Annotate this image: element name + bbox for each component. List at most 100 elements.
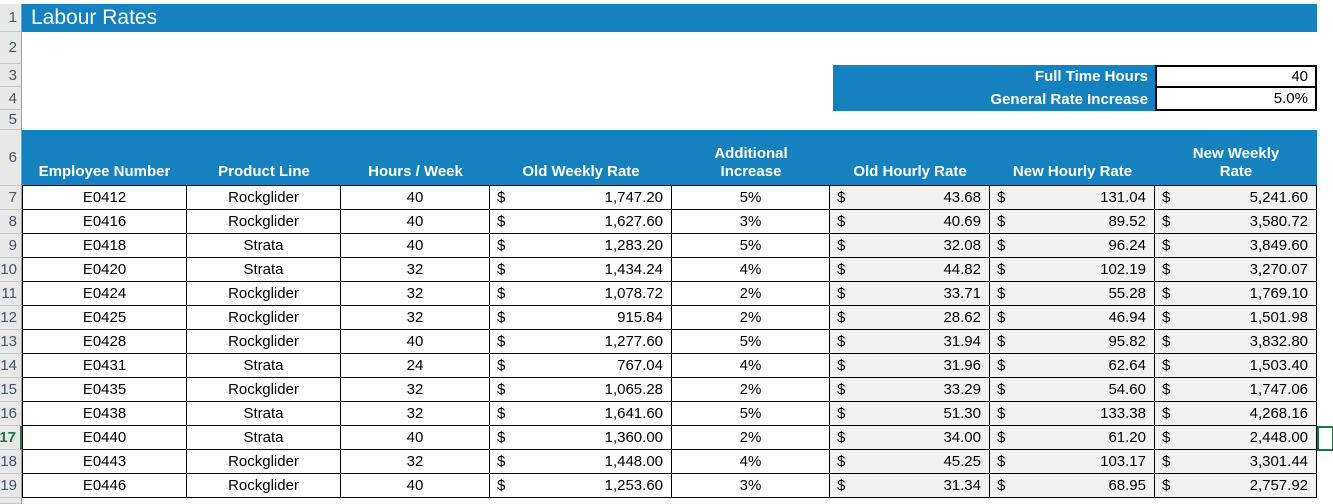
cell-old-weekly-rate[interactable]: $1,253.60 (490, 474, 672, 498)
cell-additional-increase[interactable]: 4% (672, 450, 830, 474)
cell-product-line[interactable]: Strata (187, 426, 341, 450)
row-header-16[interactable]: 16 (0, 402, 22, 426)
cell-old-hourly-rate[interactable]: $51.30 (830, 402, 990, 426)
cell-product-line[interactable]: Strata (187, 402, 341, 426)
cell-employee-number[interactable]: E0418 (22, 234, 187, 258)
cell-old-hourly-rate[interactable]: $32.08 (830, 234, 990, 258)
cell-employee-number[interactable]: E0435 (22, 378, 187, 402)
cell-product-line[interactable]: Strata (187, 258, 341, 282)
cell-old-weekly-rate[interactable]: $767.04 (490, 354, 672, 378)
cell-hours-per-week[interactable]: 40 (341, 234, 490, 258)
row-header-3[interactable]: 3 (0, 64, 22, 87)
row-header-19[interactable]: 19 (0, 474, 22, 498)
cell-old-hourly-rate[interactable]: $44.82 (830, 258, 990, 282)
cell-employee-number[interactable]: E0443 (22, 450, 187, 474)
row-header-7[interactable]: 7 (0, 186, 22, 210)
cell-employee-number[interactable]: E0446 (22, 474, 187, 498)
cell-hours-per-week[interactable]: 40 (341, 426, 490, 450)
cell-product-line[interactable]: Rockglider (187, 450, 341, 474)
cell-new-hourly-rate[interactable]: $62.64 (990, 354, 1155, 378)
cell-additional-increase[interactable]: 4% (672, 354, 830, 378)
cell-additional-increase[interactable]: 5% (672, 330, 830, 354)
cell-old-weekly-rate[interactable]: $1,641.60 (490, 402, 672, 426)
column-header-old-hourly-rate[interactable]: Old Hourly Rate (853, 163, 967, 181)
cell-new-hourly-rate[interactable]: $89.52 (990, 210, 1155, 234)
cell-product-line[interactable]: Strata (187, 354, 341, 378)
cell-additional-increase[interactable]: 2% (672, 378, 830, 402)
cell-employee-number[interactable]: E0420 (22, 258, 187, 282)
cell-old-hourly-rate[interactable]: $45.25 (830, 450, 990, 474)
cell-hours-per-week[interactable]: 32 (341, 306, 490, 330)
cell-hours-per-week[interactable]: 40 (341, 474, 490, 498)
cell-additional-increase[interactable]: 3% (672, 474, 830, 498)
column-header-new-hourly-rate[interactable]: New Hourly Rate (1012, 163, 1133, 181)
cell-product-line[interactable]: Rockglider (187, 282, 341, 306)
general-rate-increase-value[interactable]: 5.0% (1155, 88, 1317, 111)
cell-additional-increase[interactable]: 3% (672, 210, 830, 234)
cell-old-hourly-rate[interactable]: $31.34 (830, 474, 990, 498)
cell-hours-per-week[interactable]: 32 (341, 378, 490, 402)
cell-additional-increase[interactable]: 5% (672, 234, 830, 258)
cell-additional-increase[interactable]: 4% (672, 258, 830, 282)
cell-hours-per-week[interactable]: 32 (341, 402, 490, 426)
column-header-new-weekly-rate[interactable]: New Weekly Rate (1192, 144, 1280, 181)
cell-new-hourly-rate[interactable]: $102.19 (990, 258, 1155, 282)
cell-old-weekly-rate[interactable]: $1,283.20 (490, 234, 672, 258)
cell-old-weekly-rate[interactable]: $1,065.28 (490, 378, 672, 402)
row-header-9[interactable]: 9 (0, 234, 22, 258)
cell-new-weekly-rate[interactable]: $3,580.72 (1155, 210, 1317, 234)
cell-old-hourly-rate[interactable]: $43.68 (830, 186, 990, 210)
cell-old-weekly-rate[interactable]: $1,078.72 (490, 282, 672, 306)
cell-old-weekly-rate[interactable]: $1,448.00 (490, 450, 672, 474)
row-header-4[interactable]: 4 (0, 87, 22, 110)
cell-product-line[interactable]: Rockglider (187, 186, 341, 210)
cell-new-weekly-rate[interactable]: $4,268.16 (1155, 402, 1317, 426)
column-header-old-weekly-rate[interactable]: Old Weekly Rate (522, 163, 640, 181)
cell-new-hourly-rate[interactable]: $96.24 (990, 234, 1155, 258)
cell-new-weekly-rate[interactable]: $1,503.40 (1155, 354, 1317, 378)
cell-new-hourly-rate[interactable]: $61.20 (990, 426, 1155, 450)
cell-old-hourly-rate[interactable]: $40.69 (830, 210, 990, 234)
cell-new-weekly-rate[interactable]: $2,448.00 (1155, 426, 1317, 450)
row-header-10[interactable]: 10 (0, 258, 22, 282)
active-cell-outline[interactable] (1317, 426, 1333, 451)
row-header-14[interactable]: 14 (0, 354, 22, 378)
row-header-8[interactable]: 8 (0, 210, 22, 234)
cell-employee-number[interactable]: E0431 (22, 354, 187, 378)
cell-new-hourly-rate[interactable]: $54.60 (990, 378, 1155, 402)
row-header-11[interactable]: 11 (0, 282, 22, 306)
cell-employee-number[interactable]: E0416 (22, 210, 187, 234)
cell-old-hourly-rate[interactable]: $28.62 (830, 306, 990, 330)
cell-additional-increase[interactable]: 2% (672, 306, 830, 330)
cell-new-weekly-rate[interactable]: $3,301.44 (1155, 450, 1317, 474)
cell-employee-number[interactable]: E0425 (22, 306, 187, 330)
row-header-15[interactable]: 15 (0, 378, 22, 402)
cell-old-weekly-rate[interactable]: $1,747.20 (490, 186, 672, 210)
cell-new-hourly-rate[interactable]: $131.04 (990, 186, 1155, 210)
cell-employee-number[interactable]: E0424 (22, 282, 187, 306)
cell-hours-per-week[interactable]: 24 (341, 354, 490, 378)
row-header-18[interactable]: 18 (0, 450, 22, 474)
cell-product-line[interactable]: Rockglider (187, 306, 341, 330)
cell-hours-per-week[interactable]: 32 (341, 450, 490, 474)
row-header-2[interactable]: 2 (0, 32, 22, 64)
cell-product-line[interactable]: Strata (187, 234, 341, 258)
cell-employee-number[interactable]: E0412 (22, 186, 187, 210)
cell-additional-increase[interactable]: 5% (672, 186, 830, 210)
cell-old-hourly-rate[interactable]: $33.71 (830, 282, 990, 306)
row-header-12[interactable]: 12 (0, 306, 22, 330)
cell-new-hourly-rate[interactable]: $68.95 (990, 474, 1155, 498)
cell-new-weekly-rate[interactable]: $3,832.80 (1155, 330, 1317, 354)
column-header-product-line[interactable]: Product Line (218, 163, 310, 181)
row-header-6[interactable]: 6 (0, 130, 22, 186)
cell-new-weekly-rate[interactable]: $3,270.07 (1155, 258, 1317, 282)
cell-old-hourly-rate[interactable]: $34.00 (830, 426, 990, 450)
cell-new-weekly-rate[interactable]: $1,769.10 (1155, 282, 1317, 306)
cell-new-weekly-rate[interactable]: $2,757.92 (1155, 474, 1317, 498)
cell-new-hourly-rate[interactable]: $46.94 (990, 306, 1155, 330)
cell-old-weekly-rate[interactable]: $1,360.00 (490, 426, 672, 450)
cell-old-weekly-rate[interactable]: $1,434.24 (490, 258, 672, 282)
column-header-employee-number[interactable]: Employee Number (38, 163, 171, 181)
cell-new-weekly-rate[interactable]: $1,747.06 (1155, 378, 1317, 402)
cell-additional-increase[interactable]: 5% (672, 402, 830, 426)
